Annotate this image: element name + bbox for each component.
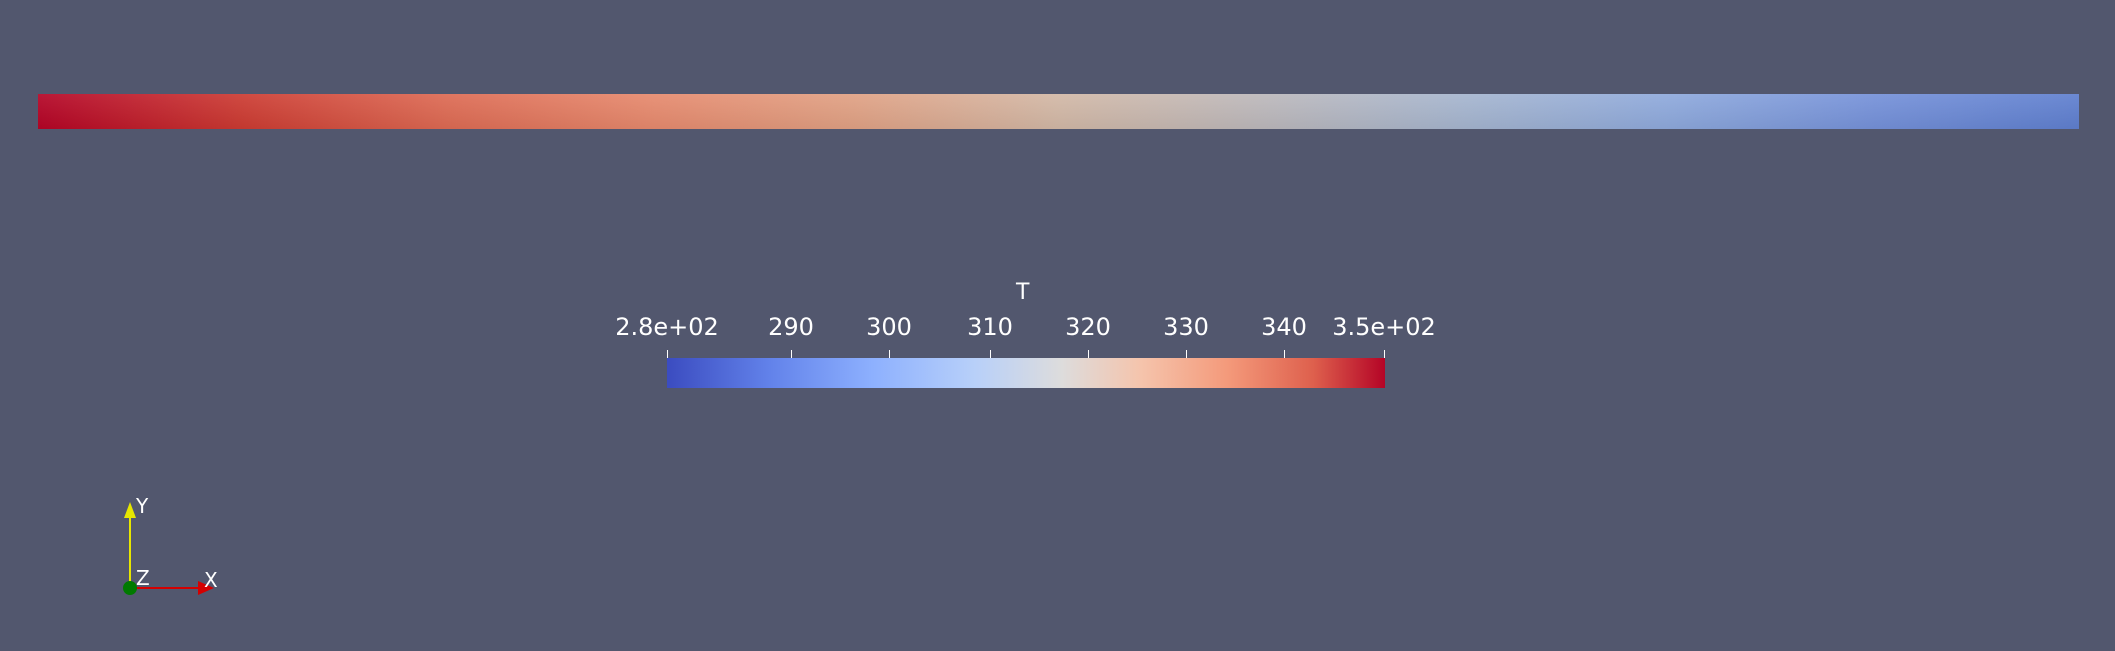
scalar-bar-tick-label: 300 [866,313,912,341]
scalar-bar-title: T [1016,280,1030,305]
orientation-axes-widget: Y Z X [110,490,230,600]
scalar-bar-tick-label: 320 [1065,313,1111,341]
scalar-bar-gradient[interactable] [667,358,1385,388]
scalar-bar-tick-label: 2.8e+02 [615,313,719,341]
scalar-bar-tick-label: 290 [768,313,814,341]
x-axis-label: X [204,568,218,592]
scalar-bar-tick-label: 340 [1261,313,1307,341]
scalar-bar-tick-label: 310 [967,313,1013,341]
z-axis-origin-icon [123,581,137,595]
scalar-bar-tick-label: 3.5e+02 [1332,313,1436,341]
orientation-axes-icon [123,502,214,595]
temperature-field-domain[interactable] [38,94,2079,129]
z-axis-label: Z [136,566,150,590]
scalar-bar-tick-label: 330 [1163,313,1209,341]
y-axis-arrow-icon [124,502,136,518]
y-axis-label: Y [136,494,149,518]
x-axis-arrow-icon [198,581,214,595]
